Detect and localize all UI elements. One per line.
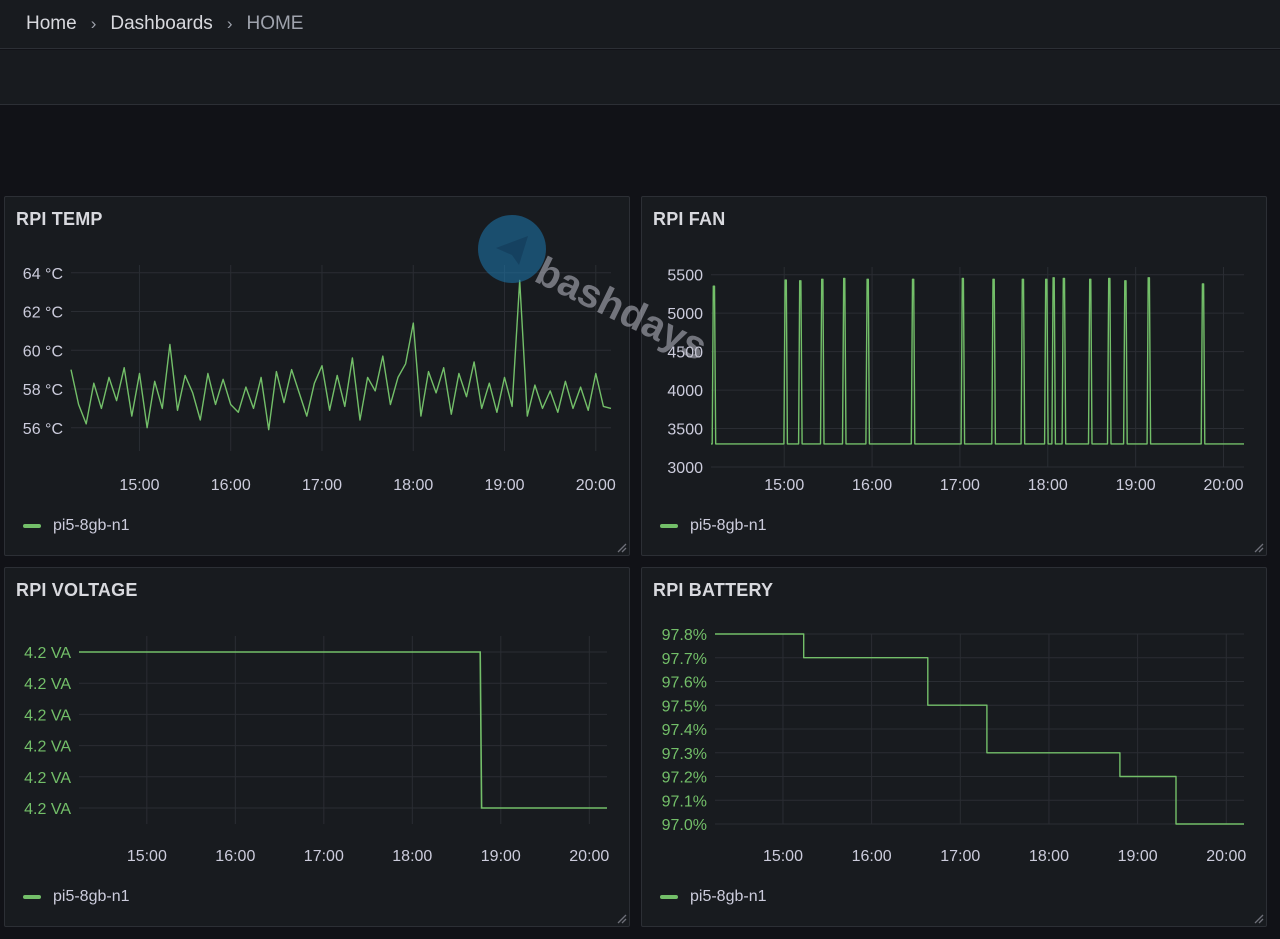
y-tick-label: 5500 (667, 268, 703, 285)
series-line[interactable] (70, 279, 612, 431)
x-tick-label: 16:00 (215, 848, 255, 865)
legend-item[interactable]: pi5-8gb-n1 (23, 517, 130, 535)
legend-label: pi5-8gb-n1 (690, 888, 767, 905)
panel-title[interactable]: RPI VOLTAGE (16, 580, 138, 600)
legend-swatch (660, 524, 678, 528)
legend-item[interactable]: pi5-8gb-n1 (660, 517, 767, 535)
line-chart[interactable]: 5500 5000 4500 4000 3500 3000 15:00 16:00 17:00 1… (642, 197, 1268, 557)
resize-handle-icon[interactable] (615, 912, 627, 924)
y-tick-label: 60 °C (23, 343, 63, 360)
x-tick-label: 17:00 (940, 848, 980, 865)
x-tick-label: 17:00 (940, 477, 980, 494)
x-tick-label: 19:00 (1116, 477, 1156, 494)
x-tick-label: 20:00 (1203, 477, 1243, 494)
series-line[interactable] (715, 633, 1244, 825)
y-tick-label: 4.2 VA (24, 739, 71, 756)
legend-swatch (23, 895, 41, 899)
legend-label: pi5-8gb-n1 (53, 888, 130, 905)
breadcrumb-home[interactable]: Home (26, 13, 77, 34)
x-tick-label: 15:00 (763, 848, 803, 865)
panel-rpi-battery[interactable]: RPI BATTERY 97.8% 97.7% 97.6% 97.5% 97.4% 97.… (641, 567, 1267, 927)
panel-title[interactable]: RPI BATTERY (653, 580, 774, 600)
breadcrumb-current: HOME (246, 13, 304, 34)
y-tick-label: 64 °C (23, 266, 63, 283)
y-tick-label: 3500 (667, 422, 703, 439)
y-tick-label: 4500 (667, 345, 703, 362)
grid (711, 267, 1244, 468)
breadcrumb-separator: › (90, 14, 97, 33)
legend-swatch (660, 895, 678, 899)
panel-title[interactable]: RPI FAN (653, 209, 726, 229)
x-tick-label: 18:00 (1028, 477, 1068, 494)
x-tick-label: 19:00 (484, 477, 524, 494)
breadcrumb-dashboards[interactable]: Dashboards (110, 13, 213, 34)
x-tick-label: 15:00 (764, 477, 804, 494)
legend-label: pi5-8gb-n1 (690, 517, 767, 534)
x-tick-label: 15:00 (127, 848, 167, 865)
y-tick-label: 4.2 VA (24, 707, 71, 724)
panel-rpi-voltage[interactable]: RPI VOLTAGE 4.2 VA 4.2 VA 4.2 VA 4.2 VA 4.2 … (4, 567, 630, 927)
x-tick-label: 20:00 (569, 848, 609, 865)
dashboard-toolbar (0, 50, 1280, 105)
x-tick-label: 15:00 (119, 477, 159, 494)
resize-handle-icon[interactable] (615, 541, 627, 553)
x-tick-label: 20:00 (1206, 848, 1246, 865)
breadcrumb: Home › Dashboards › HOME (0, 0, 1280, 49)
grid (71, 265, 611, 451)
y-tick-label: 97.0% (662, 817, 707, 834)
resize-handle-icon[interactable] (1252, 541, 1264, 553)
series-line[interactable] (711, 277, 1244, 445)
x-tick-label: 18:00 (393, 477, 433, 494)
y-tick-label: 97.7% (662, 651, 707, 668)
line-chart[interactable]: 64 °C 62 °C 60 °C 58 °C 56 °C 15:00 16:00 17:00… (5, 197, 631, 557)
x-tick-label: 18:00 (392, 848, 432, 865)
x-tick-label: 19:00 (1118, 848, 1158, 865)
y-tick-label: 4.2 VA (24, 676, 71, 693)
grid (715, 633, 1244, 825)
x-tick-label: 16:00 (211, 477, 251, 494)
x-tick-label: 20:00 (576, 477, 616, 494)
y-tick-label: 4000 (667, 383, 703, 400)
y-tick-label: 97.6% (662, 675, 707, 692)
breadcrumb-separator: › (226, 14, 233, 33)
legend-item[interactable]: pi5-8gb-n1 (23, 888, 130, 906)
y-tick-label: 5000 (667, 306, 703, 323)
legend-label: pi5-8gb-n1 (53, 517, 130, 534)
y-tick-label: 97.3% (662, 746, 707, 763)
x-tick-label: 16:00 (852, 477, 892, 494)
grid (79, 636, 607, 824)
line-chart[interactable]: 97.8% 97.7% 97.6% 97.5% 97.4% 97.3% 97.2% 97.1%… (642, 568, 1268, 928)
x-tick-label: 19:00 (481, 848, 521, 865)
y-tick-label: 97.5% (662, 698, 707, 715)
y-tick-label: 97.1% (662, 793, 707, 810)
x-tick-label: 17:00 (302, 477, 342, 494)
y-tick-label: 97.2% (662, 770, 707, 787)
legend-swatch (23, 524, 41, 528)
panel-rpi-temp[interactable]: RPI TEMP 64 °C 62 °C 60 °C 58 °C 56 °C 15:00 1… (4, 196, 630, 556)
y-tick-label: 4.2 VA (24, 770, 71, 787)
series-line[interactable] (79, 651, 607, 809)
panel-title[interactable]: RPI TEMP (16, 209, 103, 229)
x-tick-label: 18:00 (1029, 848, 1069, 865)
x-tick-label: 16:00 (852, 848, 892, 865)
line-chart[interactable]: 4.2 VA 4.2 VA 4.2 VA 4.2 VA 4.2 VA 4.2 VA 15:0… (5, 568, 631, 928)
y-tick-label: 97.4% (662, 722, 707, 739)
y-tick-label: 62 °C (23, 305, 63, 322)
legend-item[interactable]: pi5-8gb-n1 (660, 888, 767, 906)
x-tick-label: 17:00 (304, 848, 344, 865)
y-tick-label: 4.2 VA (24, 801, 71, 818)
panel-rpi-fan[interactable]: RPI FAN 5500 5000 4500 4000 3500 3000 15:00 16:… (641, 196, 1267, 556)
y-tick-label: 3000 (667, 460, 703, 477)
y-tick-label: 56 °C (23, 421, 63, 438)
y-tick-label: 4.2 VA (24, 645, 71, 662)
resize-handle-icon[interactable] (1252, 912, 1264, 924)
y-tick-label: 97.8% (662, 627, 707, 644)
y-tick-label: 58 °C (23, 382, 63, 399)
